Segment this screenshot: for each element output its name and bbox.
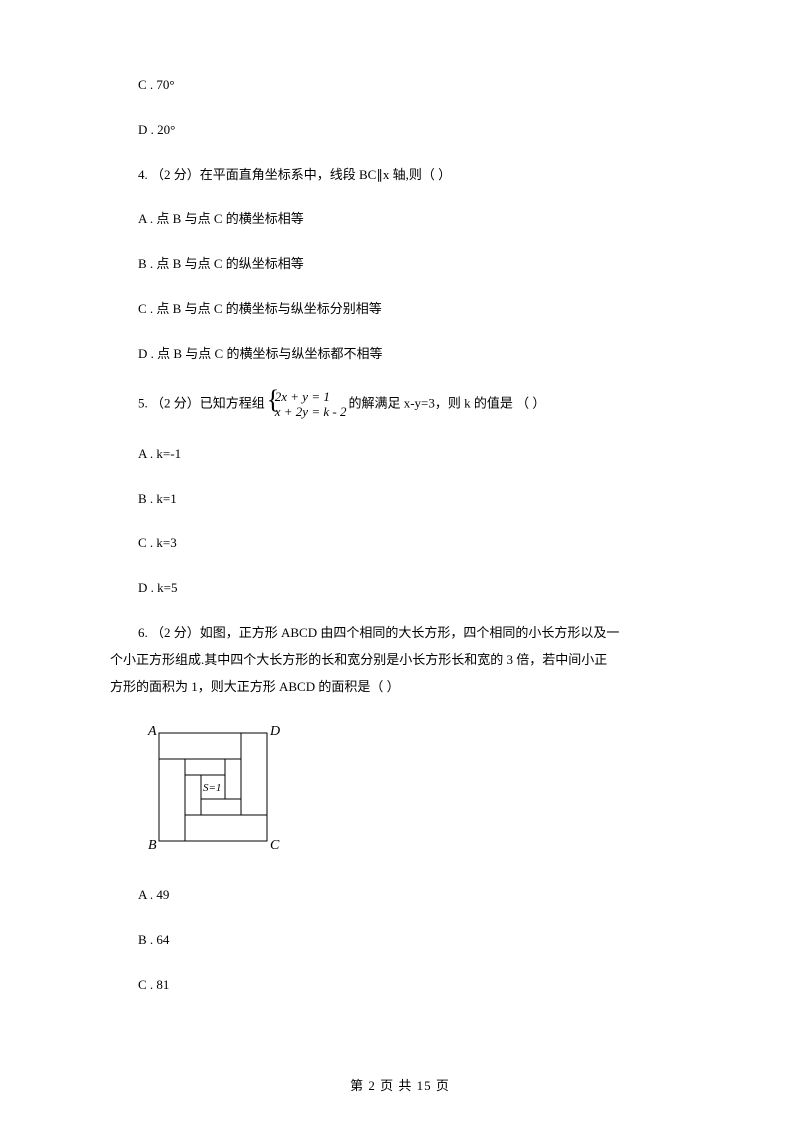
- q5-option-a: A . k=-1: [110, 444, 690, 465]
- figure-svg: S=1 A D B C: [138, 721, 288, 857]
- q6-figure: S=1 A D B C: [138, 721, 690, 857]
- q5-equation: { 2x + y = 1 x + 2y = k - 2: [267, 389, 347, 420]
- q6-stem-line2: 个小正方形组成.其中四个大长方形的长和宽分别是小长方形长和宽的 3 倍，若中间小…: [110, 650, 690, 671]
- svg-text:C: C: [270, 838, 280, 853]
- q5-option-d: D . k=5: [110, 578, 690, 599]
- q5-eq-bot: x + 2y = k - 2: [275, 404, 347, 420]
- q4-option-b: B . 点 B 与点 C 的纵坐标相等: [110, 254, 690, 275]
- q3-option-c: C . 70°: [110, 75, 690, 96]
- q5-option-c: C . k=3: [110, 533, 690, 554]
- svg-text:A: A: [147, 724, 157, 739]
- svg-text:S=1: S=1: [203, 782, 221, 794]
- page-content: C . 70° D . 20° 4. （2 分）在平面直角坐标系中，线段 BC∥…: [0, 0, 800, 1036]
- q5-option-b: B . k=1: [110, 489, 690, 510]
- q5-eq-top: 2x + y = 1: [275, 389, 347, 405]
- q6-option-a: A . 49: [110, 885, 690, 906]
- q6-stem-line1: 6. （2 分）如图，正方形 ABCD 由四个相同的大长方形，四个相同的小长方形…: [110, 623, 690, 644]
- q4-option-c: C . 点 B 与点 C 的横坐标与纵坐标分别相等: [110, 299, 690, 320]
- q6-option-c: C . 81: [110, 975, 690, 996]
- q4-option-d: D . 点 B 与点 C 的横坐标与纵坐标都不相等: [110, 344, 690, 365]
- q3-option-d: D . 20°: [110, 120, 690, 141]
- q4-stem: 4. （2 分）在平面直角坐标系中，线段 BC∥x 轴,则（ ）: [110, 165, 690, 186]
- q4-option-a: A . 点 B 与点 C 的横坐标相等: [110, 209, 690, 230]
- q5-stem-after: 的解满足 x-y=3，则 k 的值是 （ ）: [348, 395, 545, 410]
- q6-option-b: B . 64: [110, 930, 690, 951]
- q6-stem-line3: 方形的面积为 1，则大正方形 ABCD 的面积是（ ）: [110, 677, 690, 698]
- svg-text:B: B: [148, 838, 157, 853]
- page-footer: 第 2 页 共 15 页: [0, 1075, 800, 1094]
- q5-stem: 5. （2 分）已知方程组 { 2x + y = 1 x + 2y = k - …: [110, 389, 690, 420]
- q5-stem-before: 5. （2 分）已知方程组: [138, 395, 265, 410]
- svg-text:D: D: [269, 724, 280, 739]
- brace-icon: {: [267, 387, 279, 413]
